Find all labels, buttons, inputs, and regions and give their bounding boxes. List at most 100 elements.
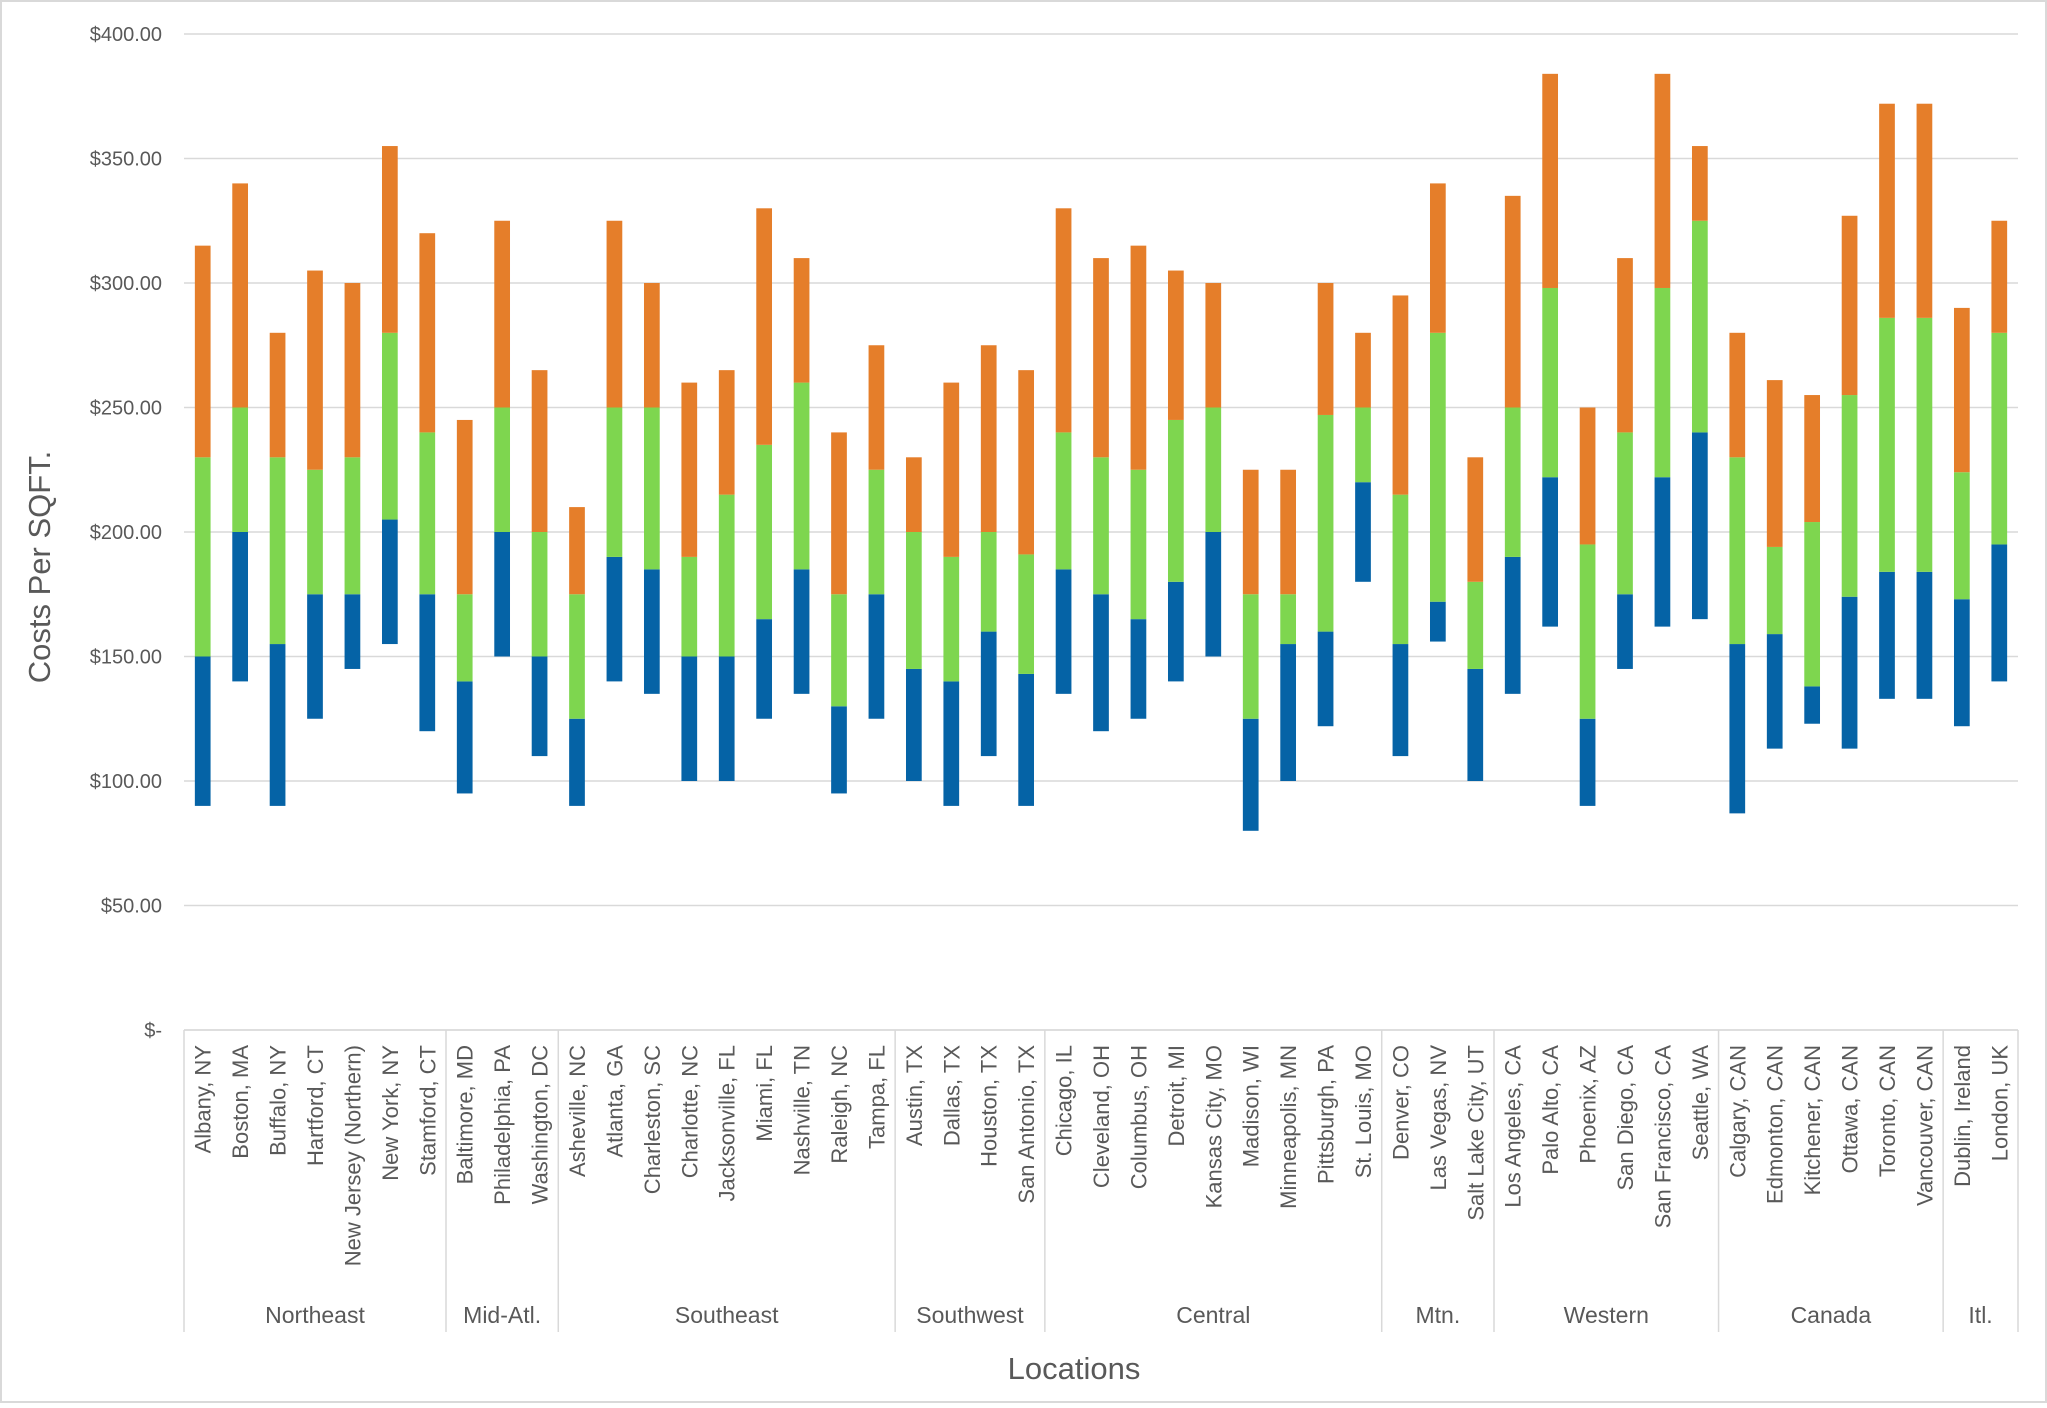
bar-segment [1280,469,1297,595]
bar-segment [1841,215,1858,396]
bar-segment [232,532,249,682]
bar-segment [1355,332,1371,408]
bar-segment [1804,686,1821,724]
bar-segment [1991,544,2008,682]
bar-segment [1579,407,1596,545]
x-tick-label: Stamford, CT [415,1045,440,1176]
bar-segment [1579,718,1596,806]
bar-segment [1167,270,1184,420]
bar-segment [456,419,473,595]
x-tick-label: Hartford, CT [303,1045,328,1166]
group-label: Northeast [265,1302,365,1328]
bar-segment [1429,601,1446,642]
bar-segment [1355,407,1371,483]
x-tick-label: Jacksonville, FL [715,1045,740,1202]
bar-segment [1467,581,1484,669]
x-tick-label: Dublin, Ireland [1950,1045,1975,1187]
bar-segment [943,556,960,682]
bar-segment [1392,494,1409,645]
x-tick-label: Columbus, OH [1126,1045,1151,1189]
bar-segment [1205,283,1222,408]
x-tick-label: Denver, CO [1388,1045,1413,1160]
x-tick-label: San Francisco, CA [1650,1045,1675,1229]
bar-segment [1317,414,1334,632]
bar-segment [1991,332,2008,545]
bar-segment [232,407,249,532]
x-tick-label: Cleveland, OH [1089,1045,1114,1188]
x-axis-title: Locations [1008,1351,1141,1386]
bar-segment [1018,554,1035,674]
x-tick-label: Los Angeles, CA [1501,1045,1526,1208]
bar-segment [1130,245,1147,470]
bar-segment [269,457,286,645]
bar-segment [868,594,885,719]
bar-segment [1729,332,1746,458]
group-label: Mtn. [1415,1302,1460,1328]
bar-segment [531,656,548,757]
bar-segment [194,656,211,806]
bar-segment [980,532,997,632]
bar-segment [718,370,735,495]
bar-segment [194,245,211,458]
x-tick-label: Kansas City, MO [1201,1045,1226,1208]
bar-segment [606,220,623,408]
bar-segment [531,370,548,532]
bar-segment [1504,195,1521,408]
bar-segment [1654,477,1671,627]
bar-segment [1766,546,1783,635]
bar-segment [868,345,885,470]
bar-segment [905,532,922,669]
bar-segment [643,569,660,694]
bar-segment [232,183,249,408]
y-tick-label: $- [144,1020,162,1042]
x-tick-label: Washington, DC [528,1045,553,1204]
y-tick-label: $350.00 [90,149,162,171]
bar-segment [1055,432,1072,570]
group-label: Western [1564,1302,1649,1328]
bar-segment [905,457,922,532]
bar-segment [456,594,473,682]
bar-segment [1093,258,1109,458]
x-tick-label: Nashville, TN [790,1045,815,1175]
bar-segment [1205,407,1222,532]
bar-segment [1504,407,1521,557]
x-tick-label: New York, NY [378,1045,403,1181]
bar-segment [1055,208,1072,433]
x-tick-label: Miami, FL [752,1045,777,1142]
bar-segment [1242,469,1259,595]
bar-segment [1654,73,1671,288]
x-tick-label: Chicago, IL [1052,1045,1077,1156]
bar-segment [1879,103,1895,318]
bar-segment [1542,287,1559,478]
bar-segment [1018,673,1035,806]
bar-segment [1841,395,1858,597]
bar-segment [1317,631,1334,727]
bar-segment [419,233,436,433]
bar-segment [1167,581,1184,682]
bar-segment [1916,571,1933,699]
bar-segment [1280,644,1297,781]
bar-segment [1205,532,1222,657]
x-tick-label: Las Vegas, NV [1426,1045,1451,1191]
bar-segment [718,656,735,781]
bar-segment [1055,569,1072,694]
bar-segment [943,681,960,806]
bar-segment [943,382,960,557]
x-tick-label: Charlotte, NC [677,1045,702,1178]
bar-segment [756,444,773,620]
bar-segment [569,718,585,806]
x-tick-label: Albany, NY [191,1045,216,1154]
bar-segment [569,507,585,595]
bar-segment [1242,594,1259,719]
x-tick-label: London, UK [1987,1045,2012,1162]
x-tick-label: Baltimore, MD [453,1045,478,1184]
bar-segment [1691,220,1708,433]
bar-segment [1691,146,1708,221]
bar-segment [344,283,361,458]
bar-segment [643,283,660,408]
x-tick-label: Palo Alto, CA [1538,1045,1563,1175]
group-label: Southwest [916,1302,1024,1328]
x-tick-label: Seattle, WA [1688,1045,1713,1161]
